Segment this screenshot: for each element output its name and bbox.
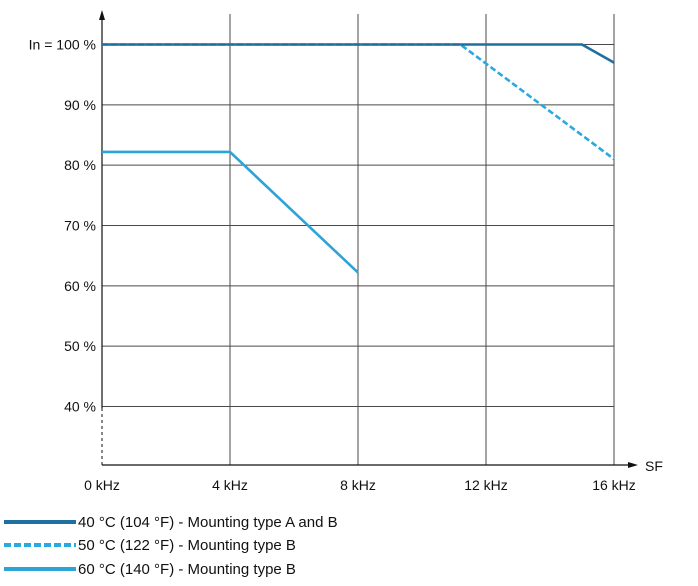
legend-label: 60 °C (140 °F) - Mounting type B (78, 560, 296, 578)
series-line-1 (102, 43, 615, 64)
tick-labels: In = 100 % 90 % 80 % 70 % 60 % 50 % 40 % 0 kHz 4… (29, 37, 636, 494)
legend-swatch (4, 567, 76, 571)
series-group (102, 43, 615, 274)
axes (99, 10, 638, 468)
y-tick-label: 70 % (64, 218, 96, 234)
legend-swatch (4, 520, 76, 524)
x-axis-label: SF (645, 458, 663, 474)
x-tick-label: 8 kHz (340, 477, 376, 493)
x-tick-label: 4 kHz (212, 477, 248, 493)
legend-item: 50 °C (122 °F) - Mounting type B (4, 533, 604, 557)
y-tick-label: 40 % (64, 399, 96, 415)
legend-item: 40 °C (104 °F) - Mounting type A and B (4, 510, 604, 534)
y-tick-label: 50 % (64, 338, 96, 354)
x-tick-label: 16 kHz (592, 477, 636, 493)
grid (102, 14, 615, 465)
y-axis-arrow (99, 10, 105, 20)
y-tick-label: 60 % (64, 278, 96, 294)
x-tick-label: 0 kHz (84, 477, 120, 493)
series-line-3 (102, 150, 359, 274)
x-tick-label: 12 kHz (464, 477, 508, 493)
legend-item: 60 °C (140 °F) - Mounting type B (4, 557, 604, 581)
legend-swatch (4, 543, 76, 547)
legend-label: 40 °C (104 °F) - Mounting type A and B (78, 513, 338, 531)
x-axis-arrow (628, 462, 638, 468)
legend-label: 50 °C (122 °F) - Mounting type B (78, 536, 296, 554)
y-tick-label: 80 % (64, 157, 96, 173)
y-tick-label: 90 % (64, 97, 96, 113)
y-tick-label: In = 100 % (29, 37, 96, 53)
